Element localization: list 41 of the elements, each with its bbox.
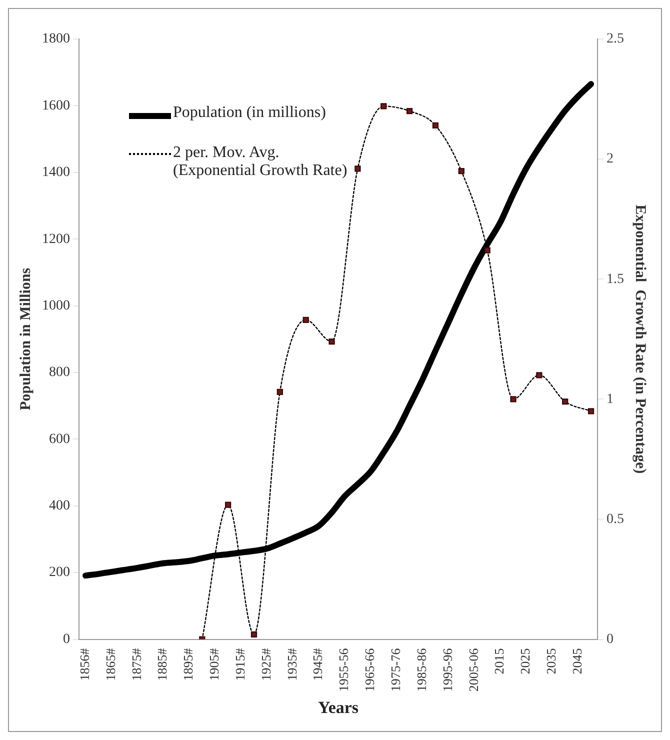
y-axis-title: Population in Millions bbox=[18, 268, 34, 410]
y-tick-label: 0 bbox=[63, 632, 70, 647]
x-tick-label: 1995-96 bbox=[440, 648, 455, 692]
y2-tick-label: 1.5 bbox=[606, 272, 624, 287]
legend-label: Population (in millions) bbox=[173, 104, 326, 122]
x-tick-label: 1915# bbox=[232, 648, 248, 681]
x-tick-label: 1975-76 bbox=[388, 648, 404, 692]
x-tick-label: 1875# bbox=[128, 648, 144, 681]
y2-axis-title: Exponential Growth Rate (in Percentage) bbox=[632, 204, 648, 474]
x-tick-label: 1955-56 bbox=[336, 648, 352, 692]
x-axis-title: Years bbox=[318, 698, 359, 718]
y-tick-label: 600 bbox=[49, 432, 70, 447]
y-tick-label: 200 bbox=[49, 565, 70, 580]
y2-tick-label: 0.5 bbox=[606, 512, 624, 527]
y-tick-label: 400 bbox=[49, 498, 70, 514]
x-tick-label: 2025 bbox=[518, 648, 533, 674]
x-tick-label: 2035 bbox=[544, 648, 559, 674]
x-tick-label: 1905# bbox=[206, 648, 222, 681]
legend-label: 2 per. Mov. Avg. (Exponential Growth Rate) bbox=[173, 144, 348, 180]
x-tick-label: 1945# bbox=[310, 648, 326, 681]
x-tick-label: 2015 bbox=[492, 648, 507, 674]
y-tick-label: 1000 bbox=[42, 298, 70, 314]
x-tick-label: 2045 bbox=[569, 648, 584, 674]
y2-tick-label: 0 bbox=[606, 632, 614, 647]
y2-tick-label: 2.5 bbox=[606, 32, 624, 47]
x-tick-label: 1935# bbox=[284, 648, 300, 681]
y-tick-label: 1600 bbox=[42, 98, 70, 114]
y-tick-label: 1400 bbox=[42, 165, 70, 180]
x-tick-label: 1865# bbox=[102, 648, 118, 681]
y-tick-label: 1200 bbox=[42, 232, 70, 247]
y2-tick-label: 1 bbox=[606, 392, 614, 407]
x-tick-label: 1985-86 bbox=[414, 648, 429, 692]
x-tick-label: 2005-06 bbox=[466, 648, 481, 692]
x-tick-label: 1895# bbox=[180, 648, 196, 681]
x-tick-label: 1965-66 bbox=[362, 648, 378, 692]
x-tick-label: 1856# bbox=[76, 648, 92, 681]
x-tick-label: 1885# bbox=[154, 648, 170, 681]
y-tick-label: 1800 bbox=[42, 32, 70, 47]
x-tick-label: 1925# bbox=[258, 648, 274, 681]
y-tick-label: 800 bbox=[49, 365, 70, 380]
y2-tick-label: 2 bbox=[606, 152, 614, 167]
